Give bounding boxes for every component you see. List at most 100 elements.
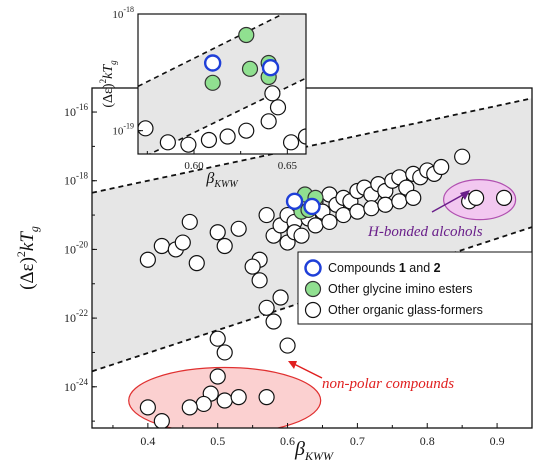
y-tick-label: 10-24 xyxy=(64,377,88,394)
inset-x-axis-label: βKWW xyxy=(205,170,239,190)
inset-point-other-glycine-imino-esters-1 xyxy=(241,60,259,77)
legend-marker-compounds xyxy=(304,259,322,277)
inset-chart: 0.60 0.65 10-19 10-18 βKWW (Δε)2kTg xyxy=(98,5,307,190)
point-other-organic-glass-formers-51 xyxy=(258,299,275,316)
point-other-organic-glass-formers-63 xyxy=(258,388,275,406)
y-tick-label: 10-16 xyxy=(64,102,88,119)
x-tick-label: 0.5 xyxy=(210,434,225,448)
legend-label-compounds: Compounds 1 and 2 xyxy=(328,261,441,275)
point-other-organic-glass-formers-50 xyxy=(405,189,422,206)
legend-label-organic: Other organic glass-formers xyxy=(328,303,483,317)
y-tick-label: 10-18 xyxy=(64,171,88,188)
y-axis-ticks: 10-24 10-22 10-20 10-18 10-16 xyxy=(64,102,97,422)
point-other-organic-glass-formers-10 xyxy=(258,206,275,224)
point-compounds-1-and-2-0 xyxy=(285,192,304,211)
inset-y-tick-label: 10-19 xyxy=(112,122,134,138)
point-other-organic-glass-formers-60 xyxy=(181,399,198,416)
point-other-organic-glass-formers-44 xyxy=(321,213,338,231)
point-other-organic-glass-formers-42 xyxy=(293,227,310,244)
point-other-organic-glass-formers-55 xyxy=(209,330,226,347)
inset-point-other-organic-glass-formers-9 xyxy=(282,134,300,151)
inset-y-axis-label: (Δε)2kTg xyxy=(98,60,118,108)
point-other-organic-glass-formers-66 xyxy=(251,272,268,289)
inset-point-other-organic-glass-formers-8 xyxy=(264,85,281,102)
nonpolar-arrow xyxy=(291,362,323,379)
point-other-organic-glass-formers-56 xyxy=(216,344,233,361)
point-other-organic-glass-formers-67 xyxy=(244,258,261,275)
inset-point-other-glycine-imino-esters-3 xyxy=(204,74,221,91)
legend-label-glycine: Other glycine imino esters xyxy=(328,282,473,296)
main-chart: 0.4 0.5 0.6 0.7 0.8 0.9 10-2410-2210-2010-181… xyxy=(14,87,533,463)
x-tick-label: 0.6 xyxy=(280,434,295,448)
inset-frame xyxy=(137,13,307,155)
legend-box xyxy=(297,251,533,325)
upper-bound-line xyxy=(92,97,532,194)
point-other-organic-glass-formers-35 xyxy=(433,158,450,176)
y-tick-label: 10-22 xyxy=(64,308,88,325)
point-other-organic-glass-formers-54 xyxy=(279,337,296,354)
x-axis-label: βKWW xyxy=(294,438,334,463)
point-other-organic-glass-formers-52 xyxy=(265,313,282,330)
alcohols-annotation: H-bonded alcohols xyxy=(367,224,483,240)
nonpolar-arrowhead xyxy=(288,361,297,369)
inset-point-other-organic-glass-formers-10 xyxy=(297,128,306,145)
x-tick-label: 0.9 xyxy=(490,434,505,448)
main-points xyxy=(139,148,513,428)
point-other-organic-glass-formers-38 xyxy=(468,189,485,206)
alcohols-arrowhead xyxy=(460,190,470,200)
point-other-organic-glass-formers-47 xyxy=(363,200,380,217)
x-tick-label: 0.8 xyxy=(420,434,435,448)
point-other-organic-glass-formers-53 xyxy=(272,289,289,306)
point-other-organic-glass-formers-62 xyxy=(230,388,247,406)
inset-y-axis-ticks: 10-19 10-18 xyxy=(112,5,143,138)
inset-y-tick-label: 10-18 xyxy=(112,5,134,21)
inset-point-other-glycine-imino-esters-0 xyxy=(238,26,255,44)
point-other-organic-glass-formers-39 xyxy=(495,189,513,206)
point-other-organic-glass-formers-61 xyxy=(216,392,233,409)
inset-points xyxy=(138,26,306,153)
point-other-organic-glass-formers-4 xyxy=(181,213,198,231)
inset-band-region xyxy=(138,14,306,154)
point-other-organic-glass-formers-1 xyxy=(153,237,170,255)
point-other-organic-glass-formers-7 xyxy=(216,237,233,255)
inset-x-axis-ticks: 0.60 0.65 xyxy=(146,149,298,172)
point-other-organic-glass-formers-36 xyxy=(454,148,471,165)
point-other-organic-glass-formers-45 xyxy=(335,206,352,224)
inset-x-tick-label: 0.60 xyxy=(184,160,204,172)
legend: Compounds 1 and 2 Other glycine imino es… xyxy=(297,251,533,325)
inset-point-compounds-1-and-2-0 xyxy=(203,54,222,72)
inset-x-tick-label: 0.65 xyxy=(278,160,298,172)
x-tick-label: 0.4 xyxy=(140,434,155,448)
inset-point-other-organic-glass-formers-6 xyxy=(260,113,277,130)
point-compounds-1-and-2-1 xyxy=(303,197,321,216)
point-other-organic-glass-formers-65 xyxy=(153,413,170,428)
legend-marker-organic xyxy=(304,301,322,319)
inset-point-other-organic-glass-formers-7 xyxy=(269,99,287,116)
x-tick-label: 0.7 xyxy=(350,434,365,448)
inset-point-other-organic-glass-formers-5 xyxy=(238,122,255,139)
point-other-organic-glass-formers-46 xyxy=(349,203,366,220)
inset-point-other-organic-glass-formers-3 xyxy=(200,131,218,149)
inset-point-other-organic-glass-formers-0 xyxy=(138,120,154,137)
x-axis-ticks: 0.4 0.5 0.6 0.7 0.8 0.9 xyxy=(112,423,533,448)
inset-point-other-organic-glass-formers-2 xyxy=(180,136,197,153)
point-other-organic-glass-formers-3 xyxy=(174,234,191,251)
legend-marker-glycine xyxy=(304,280,322,298)
point-other-organic-glass-formers-57 xyxy=(209,368,226,385)
point-other-organic-glass-formers-48 xyxy=(377,196,394,213)
point-other-organic-glass-formers-43 xyxy=(307,217,324,234)
inset-point-other-organic-glass-formers-4 xyxy=(219,128,236,145)
y-tick-label: 10-20 xyxy=(64,239,88,256)
inset-point-compounds-1-and-2-1 xyxy=(261,58,280,77)
inset-upper-bound-line xyxy=(138,14,285,88)
point-other-organic-glass-formers-5 xyxy=(188,255,205,272)
point-other-organic-glass-formers-6 xyxy=(209,224,226,241)
point-other-organic-glass-formers-8 xyxy=(230,220,247,237)
point-other-organic-glass-formers-59 xyxy=(195,395,212,413)
point-other-organic-glass-formers-49 xyxy=(391,193,408,210)
point-other-organic-glass-formers-64 xyxy=(139,399,156,416)
y-axis-label: (Δε)2kTg xyxy=(14,226,41,290)
point-other-organic-glass-formers-0 xyxy=(139,251,156,268)
nonpolar-annotation: non-polar compounds xyxy=(322,376,454,392)
